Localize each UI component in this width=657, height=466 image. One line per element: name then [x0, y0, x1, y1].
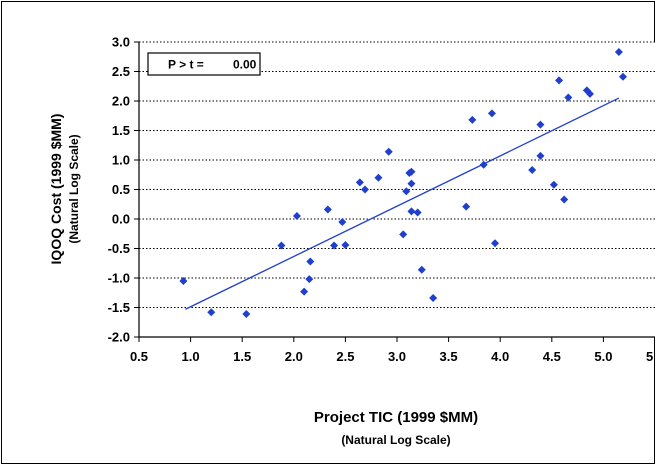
data-point	[560, 195, 569, 204]
x-tick-label: 5.5	[646, 349, 655, 364]
data-point	[555, 76, 564, 85]
x-tick-label: 4.0	[491, 349, 509, 364]
trendline-group	[185, 97, 620, 310]
data-point	[429, 294, 438, 303]
data-point	[564, 93, 573, 102]
data-point	[619, 72, 628, 81]
data-point	[407, 167, 416, 176]
x-axis-title: Project TIC (1999 $MM)	[314, 409, 478, 426]
data-point	[614, 48, 623, 57]
y-tick-label: 0.0	[112, 212, 130, 227]
y-axis-subtitle: (Natural Log Scale)	[67, 134, 81, 243]
data-point	[179, 276, 188, 285]
data-point	[399, 230, 408, 239]
x-tick-label: 3.5	[440, 349, 458, 364]
data-point	[292, 212, 301, 221]
data-point	[487, 109, 496, 118]
data-point	[417, 265, 426, 274]
tick-labels: 3.02.52.01.51.00.50.0-0.5-1.0-1.5-2.00.5…	[108, 35, 655, 365]
data-point	[549, 180, 558, 189]
y-tick-label: -2.0	[108, 330, 130, 345]
data-point	[300, 287, 309, 296]
data-point	[413, 208, 422, 217]
data-point	[528, 166, 537, 175]
y-tick-label: 2.0	[112, 94, 130, 109]
data-point	[384, 147, 393, 156]
y-axis-title: IQOQ Cost (1999 $MM)	[48, 114, 64, 265]
annotation-value: 0.00	[233, 58, 257, 72]
data-point	[479, 160, 488, 169]
y-tick-label: 2.5	[112, 64, 130, 79]
data-point	[330, 241, 339, 250]
regression-line	[185, 97, 620, 310]
data-point	[402, 187, 411, 196]
annotation-box: P > t = 0.00	[147, 52, 261, 76]
data-point	[207, 308, 216, 317]
x-tick-label: 5.0	[594, 349, 612, 364]
data-point	[305, 275, 314, 284]
data-point	[277, 241, 286, 250]
axes	[134, 41, 655, 342]
x-tick-label: 2.5	[336, 349, 354, 364]
y-tick-label: 1.0	[112, 153, 130, 168]
data-point	[462, 202, 471, 211]
data-point	[536, 151, 545, 160]
y-tick-label: -1.0	[108, 271, 130, 286]
x-tick-label: 1.5	[233, 349, 251, 364]
x-tick-label: 0.5	[130, 349, 148, 364]
y-tick-label: 1.5	[112, 123, 130, 138]
data-point	[361, 185, 370, 194]
data-points	[179, 48, 628, 318]
x-tick-label: 2.0	[285, 349, 303, 364]
plot-area	[139, 42, 655, 337]
data-point	[491, 239, 500, 248]
data-point	[536, 120, 545, 129]
data-point	[338, 217, 347, 226]
annotation-label: P > t =	[168, 58, 204, 72]
y-tick-label: 0.5	[112, 182, 130, 197]
data-point	[242, 309, 251, 318]
y-tick-label: -1.5	[108, 300, 130, 315]
y-tick-label: 3.0	[112, 35, 130, 50]
x-tick-label: 1.0	[182, 349, 200, 364]
data-point	[323, 205, 332, 214]
data-point	[341, 240, 350, 249]
data-point	[407, 179, 416, 188]
data-point	[407, 207, 416, 216]
x-tick-label: 3.0	[388, 349, 406, 364]
y-tick-label: -0.5	[108, 241, 130, 256]
x-axis-subtitle: (Natural Log Scale)	[341, 433, 450, 447]
data-point	[306, 257, 315, 266]
data-point	[374, 173, 383, 182]
data-point	[468, 115, 477, 124]
data-point	[355, 178, 364, 187]
data-point	[585, 89, 594, 98]
x-tick-label: 4.5	[543, 349, 561, 364]
